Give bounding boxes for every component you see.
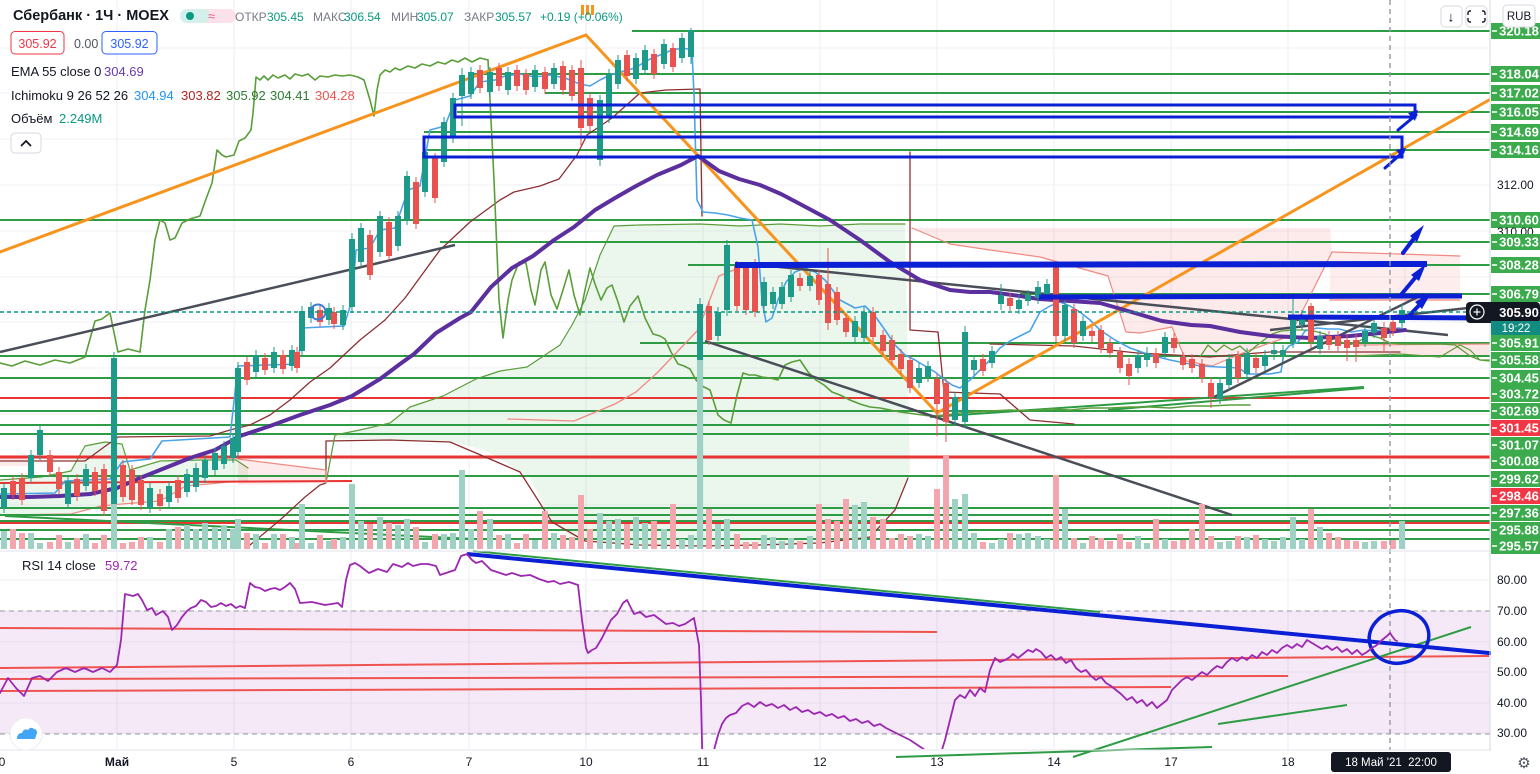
svg-text:18: 18 xyxy=(1281,755,1295,769)
svg-text:+0.19 (+0.06%): +0.19 (+0.06%) xyxy=(540,10,623,24)
svg-text:305.07: 305.07 xyxy=(417,10,454,24)
svg-text:303.72: 303.72 xyxy=(1499,387,1539,402)
svg-text:18 Май '21 22:00: 18 Май '21 22:00 xyxy=(1345,757,1437,769)
svg-text:59.72: 59.72 xyxy=(105,558,138,573)
svg-text:304.45: 304.45 xyxy=(1499,371,1539,386)
svg-text:80.00: 80.00 xyxy=(1497,573,1527,587)
svg-text:301.07: 301.07 xyxy=(1499,438,1539,453)
svg-text:Сбербанк · 1Ч · MOEX: Сбербанк · 1Ч · MOEX xyxy=(13,8,169,24)
svg-text:305.92: 305.92 xyxy=(226,88,266,103)
svg-text:RUB: RUB xyxy=(1507,11,1532,23)
svg-text:0: 0 xyxy=(0,755,6,769)
svg-text:305.92: 305.92 xyxy=(110,37,148,51)
svg-text:МИН: МИН xyxy=(391,10,418,24)
svg-text:304.94: 304.94 xyxy=(134,88,174,103)
svg-text:⚙: ⚙ xyxy=(1517,755,1530,772)
svg-text:Май: Май xyxy=(105,755,129,769)
svg-text:316.05: 316.05 xyxy=(1499,105,1539,120)
svg-text:304.41: 304.41 xyxy=(270,88,310,103)
svg-text:301.45: 301.45 xyxy=(1499,421,1539,436)
svg-text:ЗАКР: ЗАКР xyxy=(464,10,494,24)
svg-text:17: 17 xyxy=(1164,755,1178,769)
svg-text:312.00: 312.00 xyxy=(1497,178,1534,192)
svg-text:МАКС: МАКС xyxy=(313,10,347,24)
svg-text:303.82: 303.82 xyxy=(181,88,221,103)
svg-text:305.57: 305.57 xyxy=(495,10,532,24)
svg-text:2.249M: 2.249M xyxy=(59,111,102,126)
svg-text:309.33: 309.33 xyxy=(1499,235,1539,250)
svg-text:300.08: 300.08 xyxy=(1499,454,1539,469)
svg-text:0.00: 0.00 xyxy=(74,37,98,51)
svg-text:305.91: 305.91 xyxy=(1499,336,1539,351)
svg-text:314.69: 314.69 xyxy=(1499,125,1539,140)
svg-text:298.46: 298.46 xyxy=(1499,489,1539,504)
svg-text:50.00: 50.00 xyxy=(1497,665,1527,679)
svg-text:304.28: 304.28 xyxy=(315,88,355,103)
svg-text:5: 5 xyxy=(231,755,238,769)
svg-text:RSI 14 close: RSI 14 close xyxy=(22,558,96,573)
svg-text:295.57: 295.57 xyxy=(1499,539,1539,554)
svg-text:305.90: 305.90 xyxy=(1499,305,1539,320)
svg-text:295.88: 295.88 xyxy=(1499,523,1539,538)
svg-text:12: 12 xyxy=(813,755,827,769)
svg-text:70.00: 70.00 xyxy=(1497,604,1527,618)
svg-text:ОТКР: ОТКР xyxy=(235,10,267,24)
svg-text:302.69: 302.69 xyxy=(1499,404,1539,419)
svg-text:317.02: 317.02 xyxy=(1499,86,1539,101)
svg-text:304.69: 304.69 xyxy=(104,64,144,79)
svg-text:19:22: 19:22 xyxy=(1502,323,1531,335)
svg-text:297.36: 297.36 xyxy=(1499,506,1539,521)
svg-text:308.28: 308.28 xyxy=(1499,258,1539,273)
svg-text:306.79: 306.79 xyxy=(1499,287,1539,302)
svg-text:40.00: 40.00 xyxy=(1497,696,1527,710)
svg-text:318.04: 318.04 xyxy=(1499,67,1540,82)
svg-text:305.45: 305.45 xyxy=(267,10,304,24)
svg-text:60.00: 60.00 xyxy=(1497,635,1527,649)
svg-text:310.60: 310.60 xyxy=(1499,213,1539,228)
svg-text:30.00: 30.00 xyxy=(1497,726,1527,740)
svg-text:EMA 55 close 0: EMA 55 close 0 xyxy=(11,64,101,79)
svg-text:Ichimoku 9 26 52 26: Ichimoku 9 26 52 26 xyxy=(11,88,128,103)
svg-text:6: 6 xyxy=(348,755,355,769)
svg-text:7: 7 xyxy=(466,755,473,769)
svg-text:↓: ↓ xyxy=(1448,9,1455,25)
svg-text:≈: ≈ xyxy=(208,9,215,24)
svg-text:306.54: 306.54 xyxy=(344,10,381,24)
svg-text:299.62: 299.62 xyxy=(1499,472,1539,487)
svg-text:305.92: 305.92 xyxy=(18,37,56,51)
svg-text:14: 14 xyxy=(1047,755,1061,769)
svg-text:Объём: Объём xyxy=(11,111,52,126)
svg-text:13: 13 xyxy=(930,755,944,769)
svg-text:11: 11 xyxy=(697,755,710,769)
svg-text:10: 10 xyxy=(579,755,593,769)
svg-text:305.58: 305.58 xyxy=(1499,353,1539,368)
svg-text:314.16: 314.16 xyxy=(1499,143,1539,158)
